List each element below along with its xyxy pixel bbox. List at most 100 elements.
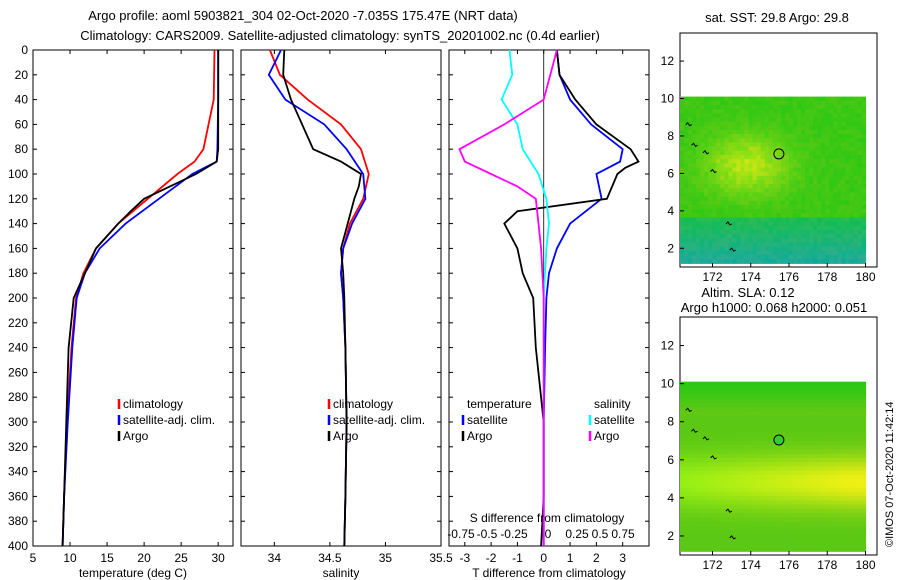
sst-map-cell <box>744 242 750 248</box>
sla-map-cell <box>817 491 822 497</box>
sla-map-cell <box>792 517 798 523</box>
sla-map-cell <box>829 381 834 387</box>
sla-map-cell <box>708 411 713 417</box>
sst-map-cell <box>788 238 794 244</box>
sst-map-cell <box>809 225 814 231</box>
sst-map-cell <box>728 217 733 223</box>
sla-map-cell <box>837 538 842 544</box>
sst-map-cell <box>756 204 762 210</box>
sla-map-cell <box>849 415 854 421</box>
sla-map-cell <box>724 415 729 421</box>
sla-map-cell <box>732 542 737 548</box>
sst-map-cell <box>845 125 850 131</box>
sla-map-cell <box>801 500 806 506</box>
sst-map-cell <box>720 242 725 248</box>
sst-map-cell <box>740 196 746 202</box>
sla-map-cell <box>805 407 810 412</box>
sla-map-cell <box>744 402 750 408</box>
sst-map-cell <box>861 209 867 214</box>
sla-map-cell <box>772 415 778 421</box>
sst-map-cell <box>724 175 729 181</box>
sla-map-cell <box>845 458 850 463</box>
sla-map-cell <box>756 470 762 476</box>
sla-map-cell <box>748 424 754 429</box>
sla-map-cell <box>817 538 822 544</box>
sst-map-cell <box>792 246 798 252</box>
sla-map-cell <box>813 381 818 387</box>
sla-map-cell <box>861 415 867 421</box>
sst-map-cell <box>712 159 717 164</box>
sla-map-cell <box>776 381 782 387</box>
sla-map-cell <box>825 419 830 425</box>
sla-map-cell <box>756 513 762 518</box>
sst-map-cell <box>700 204 705 210</box>
sla-map-cell <box>780 470 786 476</box>
sla-map-cell <box>700 513 705 518</box>
sla-map-cell <box>841 513 846 518</box>
sst-map-cell <box>841 254 846 260</box>
sst-map-cell <box>768 117 774 123</box>
sla-map-cell <box>772 458 778 463</box>
sla-map-cell <box>780 474 786 480</box>
sla-map-cell <box>849 513 854 518</box>
sst-map-cell <box>829 159 834 164</box>
sla-map-cell <box>740 483 746 489</box>
sst-map-cell <box>740 167 746 173</box>
sla-map-cell <box>720 449 725 455</box>
sst-map-cell <box>756 125 762 131</box>
sst-map-cell <box>748 117 754 123</box>
sst-map-cell <box>788 188 794 194</box>
sla-map-cell <box>821 470 826 476</box>
sst-map-cell <box>853 200 858 206</box>
sst-map-cell <box>764 242 770 248</box>
sst-map-cell <box>792 200 798 206</box>
sla-map-cell <box>801 547 806 552</box>
sst-map-cell <box>724 196 729 202</box>
sla-map-cell <box>692 453 697 459</box>
sla-map-cell <box>797 470 802 476</box>
sla-map-cell <box>724 449 729 455</box>
sst-map-cell <box>696 209 701 214</box>
sla-map-cell <box>704 428 709 434</box>
sst-map-cell <box>684 225 689 231</box>
sst-map-cell <box>768 138 774 144</box>
sst-map-cell <box>752 188 758 194</box>
sst-map-cell <box>857 167 863 173</box>
sst-map-cell <box>732 213 737 219</box>
sla-map-cell <box>780 521 786 527</box>
sla-map-cell <box>801 470 806 476</box>
sst-map-cell <box>805 138 810 144</box>
sst-map-cell <box>825 171 830 177</box>
temperature-xtick-label: 30 <box>212 551 226 565</box>
sst-map-cell <box>829 204 834 210</box>
sla-map-cell <box>829 470 834 476</box>
sla-map-cell <box>853 466 858 472</box>
sst-map-cell <box>712 171 717 177</box>
sst-map-cell <box>841 113 846 119</box>
sst-map-cell <box>813 180 818 185</box>
sst-map-cell <box>708 184 713 189</box>
sla-map-cell <box>692 530 697 535</box>
sla-map-cell <box>792 500 798 506</box>
sla-map-cell <box>817 513 822 518</box>
sst-map-cell <box>825 105 830 110</box>
sst-map-cell <box>792 188 798 194</box>
sla-map-cell <box>740 534 746 539</box>
sla-map-cell <box>716 479 721 484</box>
sst-map-cell <box>688 113 693 119</box>
sst-map-cell <box>857 109 863 114</box>
sst-map-cell <box>805 134 810 139</box>
sst-map-cell <box>696 159 701 164</box>
sst-map-cell <box>768 142 774 148</box>
sst-map-cell <box>792 175 798 181</box>
sla-map-cell <box>821 390 826 395</box>
sla-map-cell <box>736 500 742 506</box>
sla-map-cell <box>813 474 818 480</box>
temperature-series-argo <box>61 50 220 547</box>
sst-map-cell <box>780 213 786 219</box>
sst-map-cell <box>801 113 806 119</box>
sla-map-cell <box>680 504 685 510</box>
sst-map-cell <box>716 121 721 127</box>
sla-map-cell <box>805 513 810 518</box>
sla-map-cell <box>756 449 762 455</box>
